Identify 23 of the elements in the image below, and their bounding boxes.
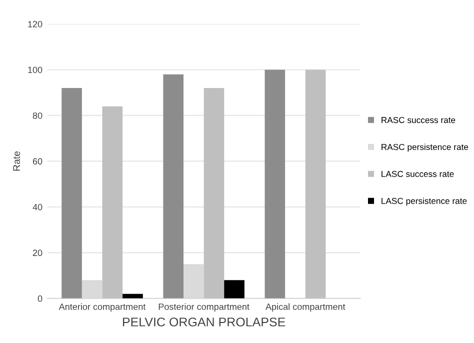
y-tick-label: 120 <box>28 20 42 28</box>
bar <box>163 74 184 298</box>
bar <box>62 88 82 298</box>
y-tick-label: 0 <box>38 295 42 302</box>
legend-label: RASC persistence rate <box>382 144 468 152</box>
y-axis-title: Rate <box>13 151 20 171</box>
x-tick-label: Apical compartment <box>266 303 346 312</box>
y-tick-label: 40 <box>32 204 42 210</box>
x-tick-label: Posterior compartment <box>158 303 250 312</box>
y-tick-label: 60 <box>32 158 42 165</box>
y-tick-label: 100 <box>28 66 42 74</box>
bar <box>102 106 123 298</box>
x-tick-label: Anterior compartment <box>58 303 146 312</box>
bar <box>305 70 326 298</box>
legend-label: RASC success rate <box>382 116 456 124</box>
legend-label: LASC success rate <box>382 170 454 178</box>
y-tick-label: 20 <box>32 250 42 256</box>
y-tick-label: 80 <box>32 112 42 119</box>
x-axis-title: PELVIC ORGAN PROLAPSE <box>122 318 286 326</box>
legend-label: LASC persistence rate <box>382 198 467 206</box>
bar <box>204 88 224 298</box>
bar <box>264 70 286 298</box>
bar <box>224 280 244 298</box>
